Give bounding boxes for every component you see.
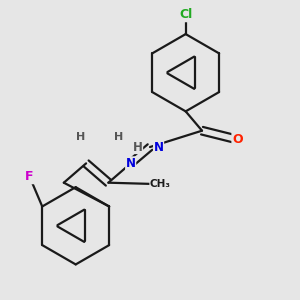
Text: H: H: [133, 140, 142, 154]
Text: N: N: [126, 157, 136, 170]
Text: Cl: Cl: [179, 8, 192, 21]
Text: F: F: [26, 170, 34, 183]
Text: N: N: [154, 140, 164, 154]
Text: H: H: [114, 132, 123, 142]
Text: CH₃: CH₃: [150, 179, 171, 189]
Text: H: H: [76, 132, 85, 142]
Text: O: O: [232, 133, 243, 146]
